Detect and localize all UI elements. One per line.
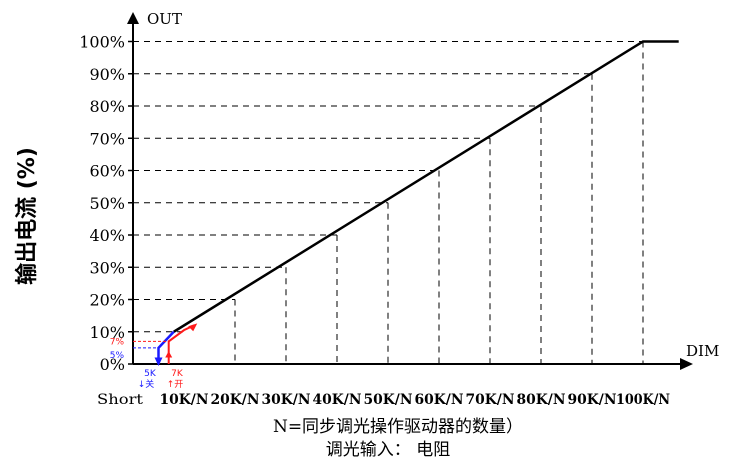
y-tick-label: 100% — [79, 33, 125, 52]
y-tick-label: 50% — [89, 194, 125, 213]
y-tick-label: 80% — [89, 97, 125, 116]
x-tick-label: 80K/N — [517, 392, 566, 408]
on-path — [167, 324, 195, 364]
off-arrowhead — [154, 357, 163, 366]
y-tick-label: 20% — [89, 291, 125, 310]
series-line — [173, 40, 679, 333]
y-axis-label-box: 输出电流 (%) — [2, 140, 48, 290]
on-x-label: 7K — [171, 369, 184, 379]
y-tick-label: 90% — [89, 65, 125, 84]
x-tick-label: 20K/N — [211, 392, 260, 408]
x-tick-label: 60K/N — [415, 392, 464, 408]
x-tick-label: 50K/N — [364, 392, 413, 408]
off-arrow-text: ↓关 — [138, 378, 155, 390]
x-tick-label: 70K/N — [466, 392, 515, 408]
y-axis-arrow — [127, 12, 139, 24]
on-arrow-text: ↑开 — [167, 379, 184, 390]
off-x-label: 5K — [144, 369, 157, 379]
tick-labels: 0% 10% 20% 30% 40% 50% 60% 70% 80% 90% 100% Short 10… — [79, 33, 670, 409]
hysteresis-markers: 7% 5% 5K 7K ↓关 ↑开 — [110, 323, 198, 390]
on-arrowhead — [188, 323, 198, 332]
x-axis-name: DIM — [686, 342, 719, 360]
y-tick-label: 0% — [100, 355, 125, 374]
grid-lines — [133, 41, 644, 364]
caption-device-count: N=同步调光操作驱动器的数量） — [272, 417, 524, 437]
caption-dim-input: 调光输入： 电阻 — [325, 440, 451, 460]
x-tick-label: 10K/N — [160, 392, 209, 408]
x-tick-label: 90K/N — [568, 392, 617, 408]
y-tick-label: 40% — [89, 226, 125, 245]
y-axis-label: 输出电流 (%) — [15, 147, 40, 285]
x-tick-label: 30K/N — [262, 392, 311, 408]
series-layer — [173, 40, 679, 333]
y-tick-label: 30% — [89, 258, 125, 277]
y-tick-label: 60% — [89, 162, 125, 181]
axes: OUT DIM — [127, 10, 719, 370]
x-axis-arrow — [680, 358, 693, 370]
y-axis-name: OUT — [147, 10, 182, 28]
y-tick-label: 70% — [89, 129, 125, 148]
on-up-arrowhead — [165, 351, 173, 358]
x-tick-label: 100K/N — [616, 392, 670, 408]
off-level-label: 5% — [110, 351, 125, 361]
x-tick-label: 40K/N — [313, 392, 362, 408]
x-tick-label: Short — [97, 392, 144, 408]
on-level-label: 7% — [110, 337, 125, 347]
y-tick-label: 10% — [89, 323, 125, 342]
